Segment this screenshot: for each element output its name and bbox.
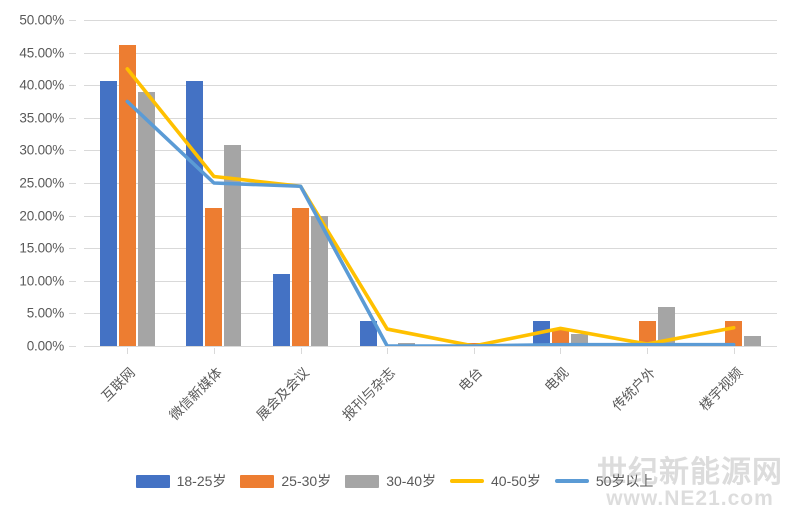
y-axis-tick-mark xyxy=(69,313,76,315)
x-axis-tick-label: 微信新媒体 xyxy=(166,364,225,424)
x-axis-tick-label: 互联网 xyxy=(99,364,139,405)
y-axis-tick-label: 45.00% xyxy=(19,45,64,61)
bar-group xyxy=(257,20,344,346)
bar xyxy=(359,321,377,346)
y-axis-tick-label: 30.00% xyxy=(19,142,64,158)
y-axis-tick-label: 20.00% xyxy=(19,208,64,224)
bar xyxy=(118,44,136,346)
bar xyxy=(657,306,675,346)
bar xyxy=(99,80,117,346)
legend-swatch-bar-icon xyxy=(135,474,170,488)
legend-item[interactable]: 18-25岁 xyxy=(135,471,227,491)
legend-item[interactable]: 30-40岁 xyxy=(345,471,436,491)
y-axis-tick-mark xyxy=(69,52,76,54)
x-axis-tick-label: 楼宇视频 xyxy=(696,364,746,414)
bar-group xyxy=(690,20,777,346)
gridline xyxy=(84,346,777,347)
y-axis-tick-mark xyxy=(69,150,76,152)
bar xyxy=(273,274,291,346)
bar xyxy=(532,321,550,346)
bar xyxy=(292,207,310,346)
y-axis-tick-mark xyxy=(69,280,76,282)
bar-group xyxy=(84,20,171,346)
legend-swatch-line-icon xyxy=(554,479,589,483)
y-axis-tick-mark xyxy=(69,183,76,184)
x-axis-tick-mark xyxy=(733,348,735,354)
bar xyxy=(137,91,155,346)
legend-item-label: 25-30岁 xyxy=(281,473,332,489)
y-axis-tick-label: 25.00% xyxy=(19,175,64,191)
y-axis-tick-mark xyxy=(69,20,76,21)
x-axis-tick-mark xyxy=(647,348,649,354)
legend-item[interactable]: 40-50岁 xyxy=(450,471,541,491)
bar xyxy=(224,145,242,346)
legend-item-label: 30-40岁 xyxy=(386,473,437,489)
bar-group xyxy=(604,20,691,346)
bar xyxy=(570,334,588,346)
gridline xyxy=(84,20,777,21)
bars-layer xyxy=(84,20,777,346)
x-axis: 互联网 微信新媒体 展会及会议 报刊与杂志 电台 电视 传统户外 楼宇视频 xyxy=(84,348,777,458)
y-axis-tick-label: 15.00% xyxy=(19,240,64,256)
legend-swatch-line-icon xyxy=(450,479,485,483)
bar-group xyxy=(431,20,518,346)
bar xyxy=(638,321,656,346)
y-axis-tick-label: 50.00% xyxy=(19,12,64,28)
bar xyxy=(744,336,762,346)
bar xyxy=(186,80,204,346)
x-axis-tick-mark xyxy=(560,348,562,354)
y-axis-tick-mark xyxy=(69,117,76,119)
y-axis-tick-mark xyxy=(69,346,76,347)
x-axis-tick-label: 展会及会议 xyxy=(253,364,312,424)
x-axis-tick-mark xyxy=(473,348,475,354)
legend-item[interactable]: 25-30岁 xyxy=(240,471,331,491)
x-axis-tick-label: 电视 xyxy=(542,364,572,395)
legend-swatch-bar-icon xyxy=(345,474,380,488)
bar-group xyxy=(171,20,258,346)
y-axis-tick-mark xyxy=(69,85,76,87)
gridline xyxy=(84,52,777,54)
y-axis: 0.00% 5.00% 10.00% 15.00% 20.00% 25.00% 30.00%… xyxy=(0,0,76,360)
y-axis-tick-mark xyxy=(69,248,76,250)
bar xyxy=(311,215,329,346)
bar xyxy=(465,342,483,346)
legend-swatch-bar-icon xyxy=(240,474,275,488)
bar xyxy=(551,329,569,346)
legend-item[interactable]: 50岁以上 xyxy=(554,471,654,491)
y-axis-tick-label: 0.00% xyxy=(26,338,64,354)
y-axis-tick-label: 40.00% xyxy=(19,77,64,93)
x-axis-tick-label: 报刊与杂志 xyxy=(339,364,399,424)
bar xyxy=(397,343,415,346)
x-axis-tick-mark xyxy=(213,348,215,354)
bar xyxy=(725,321,743,346)
legend-item-label: 40-50岁 xyxy=(491,473,541,489)
y-axis-tick-label: 10.00% xyxy=(19,273,64,289)
bar-group xyxy=(344,20,431,346)
x-axis-tick-mark xyxy=(300,348,302,354)
y-axis-tick-label: 35.00% xyxy=(19,110,64,126)
legend-item-label: 50岁以上 xyxy=(595,473,654,489)
bar xyxy=(205,207,223,346)
plot-area: 0.00% 5.00% 10.00% 15.00% 20.00% 25.00% 30.00%… xyxy=(0,0,777,360)
x-axis-tick-label: 传统户外 xyxy=(609,364,659,414)
bar-group xyxy=(517,20,604,346)
x-axis-tick-mark xyxy=(387,348,389,354)
x-axis-tick-label: 电台 xyxy=(455,364,486,395)
chart-legend: 18-25岁 25-30岁 30-40岁 40-50岁 50岁以上 xyxy=(0,466,789,496)
legend-item-label: 18-25岁 xyxy=(176,473,227,489)
y-axis-tick-label: 5.00% xyxy=(26,305,64,321)
x-axis-tick-mark xyxy=(127,348,129,354)
y-axis-tick-mark xyxy=(69,215,76,217)
